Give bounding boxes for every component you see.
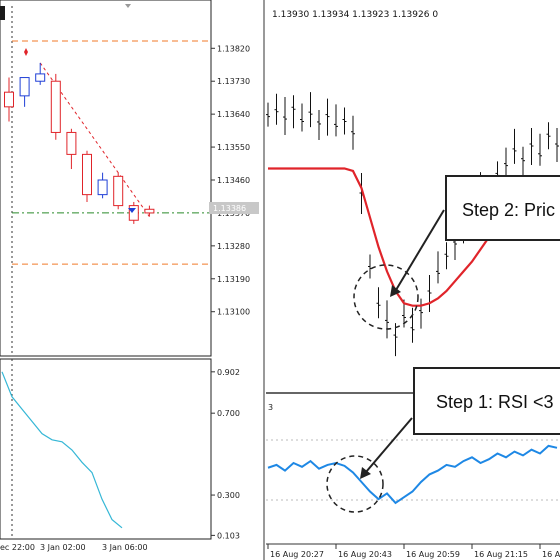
- price-axis-label: 1.13460: [217, 176, 250, 185]
- callout-step2-text: Step 2: Pric: [462, 200, 555, 220]
- candle-body: [4, 91, 14, 108]
- candle-body: [35, 73, 46, 82]
- time-label: ec 22:00: [0, 543, 35, 552]
- candle-body: [82, 153, 92, 196]
- candlestick-series: [4, 62, 155, 224]
- callout-step1-text: Step 1: RSI <3: [436, 392, 554, 412]
- candle-body: [97, 179, 108, 196]
- price-axis-label: 1.13550: [217, 143, 250, 152]
- candle-body: [144, 208, 155, 214]
- candle-body: [66, 131, 77, 155]
- ohlc-header: 1.13930 1.13934 1.13923 1.13926 0: [272, 10, 438, 20]
- indicator-axis-label: 0.700: [217, 409, 240, 418]
- signal-diamond-icon: [24, 48, 28, 56]
- time-label: 16 Aug 20:43: [338, 550, 392, 559]
- right-indicator-pane: 3 Step 1: RSI <3: [266, 367, 560, 513]
- candle-body: [50, 80, 61, 133]
- left-price-pane: 1.13820 1.13730 1.13640 1.13550 1.13460 1.133…: [0, 0, 259, 357]
- indicator-axis-label: 0.902: [217, 368, 240, 377]
- left-time-axis: ec 22:00 3 Jan 02:00 3 Jan 06:00: [0, 543, 148, 552]
- price-axis-label: 1.13640: [217, 110, 250, 119]
- callout-box-step2: [445, 175, 560, 241]
- candle-body: [19, 77, 30, 97]
- indicator-axis-label: 0.300: [217, 491, 240, 500]
- time-label: 3 Jan 06:00: [102, 543, 148, 552]
- price-axis-label: 1.13100: [217, 308, 250, 317]
- price-tag-box: [209, 202, 259, 214]
- panel-divider: [259, 0, 266, 560]
- indicator-axis-label: 0.103: [217, 531, 240, 540]
- left-indicator-pane: 0.902 0.700 0.300 0.103: [0, 358, 240, 540]
- right-price-pane: 1.13930 1.13934 1.13923 1.13926 0 Step 2…: [266, 0, 560, 392]
- time-label: 16 Aug 21:: [542, 550, 560, 559]
- time-label: 16 Aug 20:59: [406, 550, 460, 559]
- highlight-circle-rsi: [326, 455, 384, 513]
- price-axis-label: 1.13730: [217, 77, 250, 86]
- right-time-axis: 16 Aug 20:27 16 Aug 20:43 16 Aug 20:59 16 A…: [266, 543, 560, 559]
- arrowhead-rsi-icon: [360, 467, 371, 479]
- shift-marker-icon: [125, 4, 131, 8]
- callout-box-step1: [413, 367, 560, 435]
- time-label: 16 Aug 20:27: [270, 550, 324, 559]
- candle-body: [113, 175, 124, 207]
- price-axis-label: 1.13190: [217, 275, 250, 284]
- arrowhead-icon: [390, 285, 401, 297]
- time-label: 3 Jan 02:00: [40, 543, 86, 552]
- highlight-circle: [353, 264, 419, 330]
- price-axis-label: 1.13280: [217, 242, 250, 251]
- candle-body: [128, 205, 139, 221]
- rsi-line: [267, 444, 558, 505]
- callout-arrow-rsi: [365, 417, 413, 473]
- indicator-line: [1, 371, 123, 529]
- callout-arrow: [395, 209, 445, 291]
- price-tag: 1.13386: [213, 204, 246, 213]
- sell-arrow-icon: [128, 208, 136, 213]
- time-label: 16 Aug 21:15: [474, 550, 528, 559]
- price-axis-label: 1.13820: [217, 44, 250, 53]
- indicator-tag: 3: [268, 403, 273, 412]
- rsi-polyline: [267, 444, 558, 505]
